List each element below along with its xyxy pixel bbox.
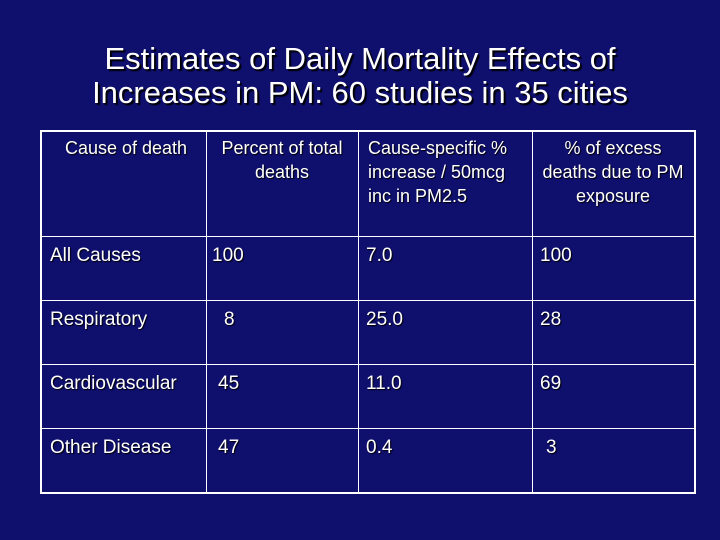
column-divider	[532, 130, 533, 492]
cell-increase: 0.4	[366, 437, 393, 458]
table-row	[42, 428, 694, 492]
cell-cause: Other Disease	[50, 437, 172, 458]
slide-title-line-2: Increases in PM: 60 studies in 35 cities	[92, 75, 628, 110]
table-row	[42, 300, 694, 364]
header-cause-of-death: Cause of death	[64, 138, 188, 158]
mortality-table: Cause of death Percent of total deaths C…	[40, 130, 696, 494]
cell-increase: 11.0	[366, 373, 402, 394]
header-percent-total-deaths: Percent of total deaths	[221, 138, 343, 182]
cell-excess: 69	[540, 373, 562, 394]
table-row	[42, 364, 694, 428]
cell-excess: 3	[546, 437, 557, 458]
cell-percent-total: 47	[218, 437, 240, 458]
cell-percent-total: 100	[212, 245, 244, 266]
table-row	[42, 236, 694, 300]
header-cause-specific-increase: Cause-specific % increase / 50mcg inc in…	[368, 138, 508, 206]
column-divider	[358, 130, 359, 492]
cell-excess: 28	[540, 309, 562, 330]
slide-title-line-1: Estimates of Daily Mortality Effects of	[104, 41, 616, 76]
slide-title: Estimates of Daily Mortality Effects of …	[0, 42, 720, 110]
cell-cause: All Causes	[50, 245, 141, 266]
table-header-row	[42, 130, 694, 236]
cell-cause: Respiratory	[50, 309, 148, 330]
cell-percent-total: 45	[218, 373, 240, 394]
cell-increase: 7.0	[366, 245, 393, 266]
header-percent-excess-deaths: % of excess deaths due to PM exposure	[542, 138, 684, 206]
cell-increase: 25.0	[366, 309, 403, 330]
cell-percent-total: 8	[224, 309, 235, 330]
cell-cause: Cardiovascular	[50, 373, 177, 394]
cell-excess: 100	[540, 245, 572, 266]
column-divider	[206, 130, 207, 492]
